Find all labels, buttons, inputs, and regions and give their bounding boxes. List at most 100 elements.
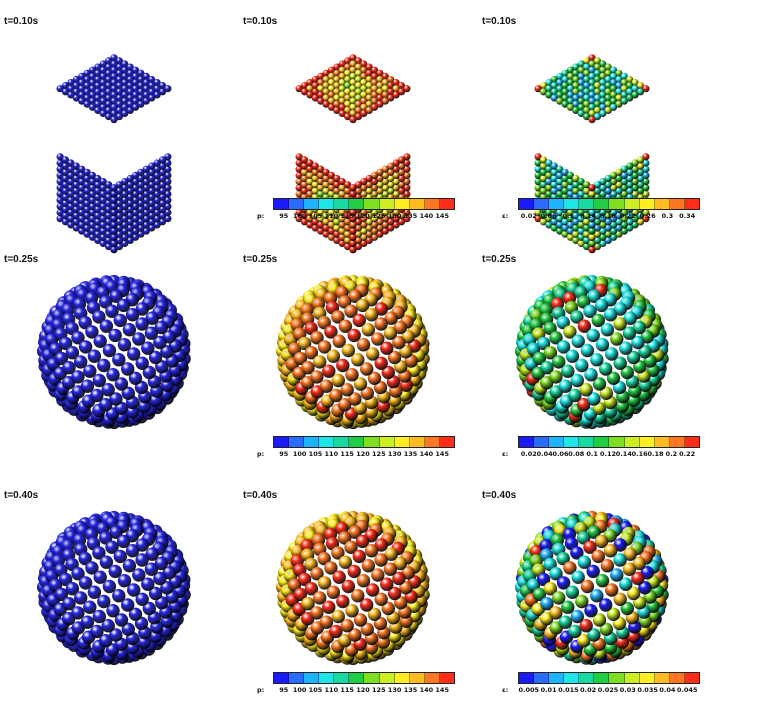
particle: [587, 289, 601, 303]
particle: [595, 574, 610, 588]
particle: [293, 587, 308, 602]
particle: [383, 562, 398, 576]
particle: [327, 66, 336, 74]
particle: [99, 221, 107, 229]
particle: [78, 171, 86, 179]
particle: [117, 338, 132, 352]
colorbar-segment: [349, 199, 365, 209]
particle: [142, 97, 150, 105]
colorbar-segment: [549, 437, 565, 447]
particle: [88, 72, 97, 80]
particle: [572, 236, 580, 244]
particle: [87, 585, 102, 599]
particle: [94, 187, 102, 195]
particle: [336, 358, 350, 373]
particle: [588, 233, 596, 241]
particle: [338, 79, 346, 87]
particle: [626, 212, 634, 220]
particle: [148, 199, 156, 207]
particle: [54, 587, 69, 602]
particle: [322, 181, 330, 189]
particle: [599, 72, 607, 80]
particle: [83, 205, 91, 213]
particle: [566, 190, 575, 198]
particle: [609, 178, 618, 186]
particle: [94, 69, 102, 77]
particle: [333, 224, 341, 232]
particle: [360, 109, 368, 118]
particle: [620, 215, 628, 223]
particle: [327, 221, 336, 229]
colorbar-segment: [289, 199, 305, 209]
particle: [322, 88, 330, 96]
colorbar: p: 95 100 105 110 115 120 125 130 135 140 145: [257, 436, 461, 466]
colorbar-variable: p:: [257, 686, 265, 694]
colorbar-strip: [518, 436, 700, 448]
particle: [577, 91, 585, 99]
particle: [583, 82, 591, 90]
particle: [83, 364, 97, 378]
particle: [604, 63, 612, 71]
particle: [61, 174, 70, 183]
colorbar-tick-label: 120: [356, 686, 370, 694]
particle: [370, 221, 379, 229]
particle: [370, 103, 379, 111]
particle: [72, 168, 80, 176]
particle: [338, 60, 346, 68]
particle: [603, 544, 618, 558]
particle: [561, 212, 569, 220]
particle: [575, 358, 589, 373]
colorbar-segment: [624, 437, 640, 447]
particle: [344, 187, 352, 195]
particle: [137, 224, 145, 232]
particle: [550, 88, 558, 96]
particle: [78, 215, 86, 223]
particle: [360, 362, 374, 376]
particle: [142, 91, 150, 99]
particle: [592, 613, 607, 627]
particle: [295, 190, 303, 198]
particle: [121, 215, 129, 223]
particle: [74, 355, 88, 369]
particle: [131, 202, 140, 210]
particle: [566, 171, 575, 179]
particle: [322, 168, 330, 176]
particle: [599, 60, 607, 68]
particle: [67, 202, 75, 210]
colorbar-segment: [334, 199, 350, 209]
particle: [78, 576, 93, 590]
particle: [539, 88, 548, 96]
colorbar-tick-label: 0.22: [619, 212, 636, 220]
particle: [78, 227, 86, 235]
particle: [126, 75, 134, 84]
particle: [148, 212, 156, 220]
colorbar-segment: [274, 437, 290, 447]
particle: [631, 178, 639, 186]
particle: [101, 383, 115, 397]
colorbar-tick-label: 100: [292, 212, 307, 220]
particle: [594, 298, 609, 313]
particle: [577, 398, 591, 412]
particle: [356, 574, 371, 588]
particle: [609, 233, 618, 241]
particle: [642, 159, 650, 167]
particle: [586, 328, 600, 343]
panel-r2c2: t=0.25s p: 95 100 105 110 115 120 125 130 135 140 14…: [243, 254, 493, 489]
particle: [354, 212, 362, 220]
particle: [599, 215, 607, 223]
particle: [145, 547, 159, 561]
particle: [164, 153, 172, 161]
particle: [117, 574, 132, 588]
particle: [72, 224, 80, 232]
particle: [536, 336, 551, 351]
colorbar-segment: [289, 673, 305, 683]
particle: [153, 79, 161, 87]
colorbar-segment: [534, 199, 550, 209]
particle: [153, 221, 161, 229]
particle: [626, 187, 634, 195]
particle: [72, 193, 80, 201]
particle: [570, 310, 584, 324]
particle: [344, 230, 352, 238]
particle: [588, 208, 596, 217]
particle: [110, 221, 118, 229]
